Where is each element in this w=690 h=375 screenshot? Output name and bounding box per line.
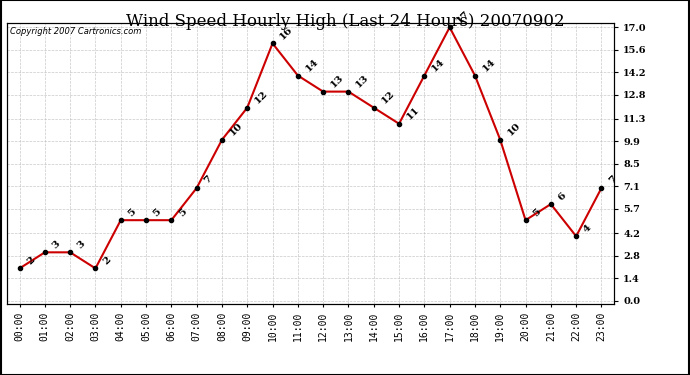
Text: Wind Speed Hourly High (Last 24 Hours) 20070902: Wind Speed Hourly High (Last 24 Hours) 2… <box>126 13 564 30</box>
Text: 11: 11 <box>404 105 421 122</box>
Text: 16: 16 <box>278 25 295 41</box>
Text: 5: 5 <box>152 207 163 218</box>
Text: Copyright 2007 Cartronics.com: Copyright 2007 Cartronics.com <box>10 27 141 36</box>
Text: 10: 10 <box>228 121 244 138</box>
Text: 5: 5 <box>126 207 138 218</box>
Text: 14: 14 <box>304 57 320 74</box>
Text: 13: 13 <box>328 73 345 90</box>
Text: 4: 4 <box>582 223 593 234</box>
Text: 2: 2 <box>25 255 37 266</box>
Text: 13: 13 <box>354 73 371 90</box>
Text: 5: 5 <box>531 207 542 218</box>
Text: 3: 3 <box>50 239 62 250</box>
Text: 10: 10 <box>506 121 522 138</box>
Text: 17: 17 <box>455 9 472 25</box>
Text: 3: 3 <box>76 239 87 250</box>
Text: 14: 14 <box>480 57 497 74</box>
Text: 5: 5 <box>177 207 188 218</box>
Text: 7: 7 <box>607 174 618 186</box>
Text: 6: 6 <box>556 190 568 202</box>
Text: 12: 12 <box>380 89 396 105</box>
Text: 14: 14 <box>430 57 446 74</box>
Text: 12: 12 <box>253 89 269 105</box>
Text: 7: 7 <box>202 174 214 186</box>
Text: 2: 2 <box>101 255 112 266</box>
